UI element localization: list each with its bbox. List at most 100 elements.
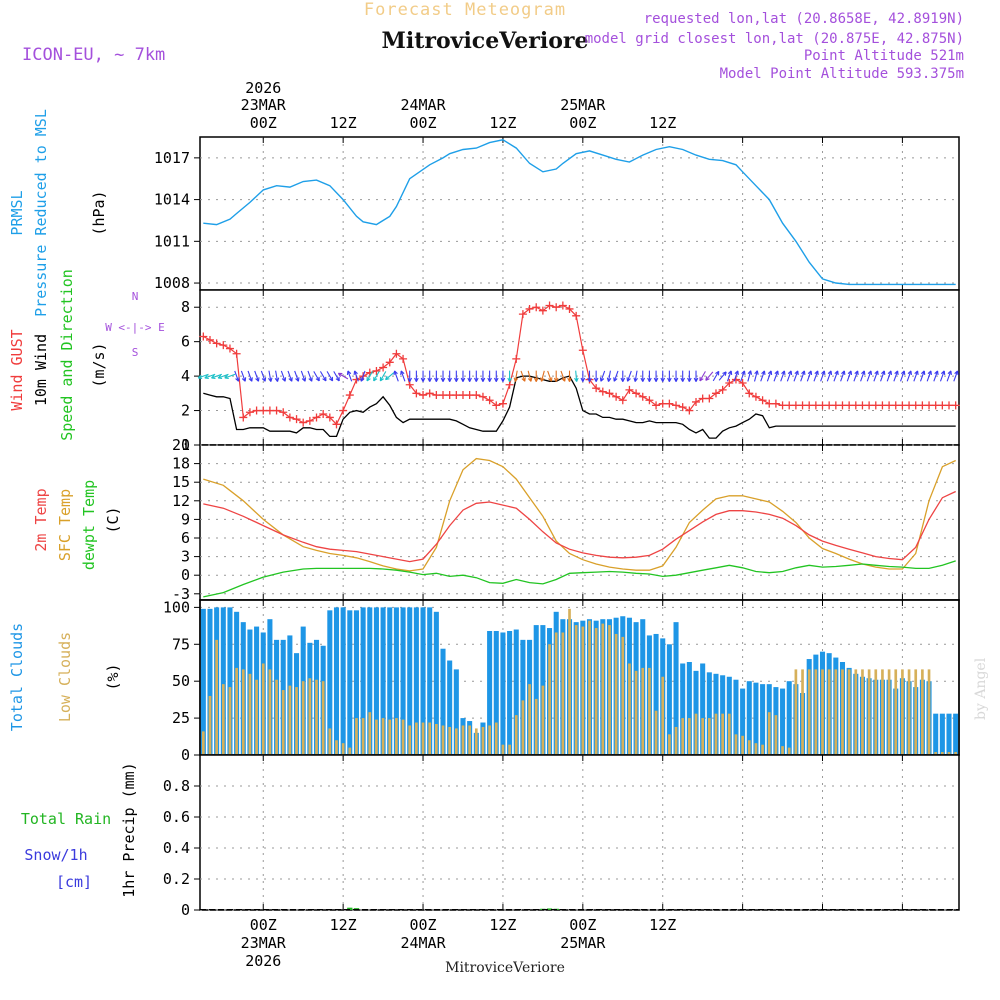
low-cloud-bar xyxy=(867,669,871,755)
gust-marker xyxy=(419,391,428,400)
gust-marker xyxy=(745,389,754,398)
gust-marker xyxy=(372,366,381,375)
total-cloud-bar xyxy=(939,713,945,755)
low-cloud-bar xyxy=(228,687,232,755)
low-cloud-bar xyxy=(581,626,585,755)
total-cloud-bar xyxy=(427,607,433,755)
wind-direction-arrow xyxy=(313,371,320,382)
low-cloud-bar xyxy=(787,747,791,755)
compass-south: S xyxy=(132,346,139,359)
total-cloud-bar xyxy=(686,662,692,755)
gust-marker xyxy=(379,363,388,372)
low-cloud-bar xyxy=(648,667,651,755)
total-cloud-bar xyxy=(746,681,752,755)
bottom-time-tick: 00Z xyxy=(409,916,436,934)
low-cloud-bar xyxy=(315,679,318,755)
low-cloud-bar xyxy=(894,669,898,755)
total-cloud-bar xyxy=(666,644,672,755)
gust-marker xyxy=(485,396,494,405)
wind-direction-arrow xyxy=(580,370,586,382)
total-cloud-bar xyxy=(327,610,333,755)
low-cloud-bar xyxy=(721,713,724,755)
low-cloud-bar xyxy=(914,669,918,755)
low-cloud-bar xyxy=(461,725,465,755)
wind-direction-arrow xyxy=(414,370,419,382)
temperature-ytick-label: 21 xyxy=(172,436,190,454)
wind-direction-arrow xyxy=(407,370,413,382)
wind-direction-arrow xyxy=(520,370,526,382)
clouds-ytick-label: 25 xyxy=(172,709,190,727)
bottom-time-tick: 12Z xyxy=(489,916,516,934)
rain-bar xyxy=(546,908,553,910)
gust-marker xyxy=(498,399,507,408)
total-cloud-bar xyxy=(420,607,426,755)
wind-direction-arrow xyxy=(211,373,223,380)
low-cloud-bar xyxy=(554,632,558,755)
wind-direction-arrow xyxy=(540,370,545,382)
low-cloud-bar xyxy=(634,670,638,755)
wind-direction-arrow xyxy=(626,370,632,382)
low-cloud-bar xyxy=(341,743,345,755)
gust-marker xyxy=(518,310,527,319)
low-cloud-bar xyxy=(907,669,911,755)
total-cloud-bar xyxy=(440,648,446,755)
low-cloud-bar xyxy=(794,669,798,755)
app-title: Forecast Meteogram xyxy=(364,0,566,20)
wind-direction-arrow xyxy=(693,370,699,382)
wind-direction-arrow xyxy=(274,370,280,382)
gust-marker xyxy=(345,391,354,400)
gust-marker xyxy=(645,396,654,405)
total-cloud-bar xyxy=(500,632,506,755)
clouds-label-low: Low Clouds xyxy=(56,632,74,722)
requested-coords: requested lon,lat (20.8658E, 42.8919N) xyxy=(644,11,964,27)
low-cloud-bar xyxy=(781,746,784,755)
wind-direction-arrow xyxy=(913,370,919,382)
low-cloud-bar xyxy=(707,718,711,755)
low-cloud-bar xyxy=(628,663,631,755)
wind-direction-arrow xyxy=(733,370,739,382)
clouds-unit: (%) xyxy=(104,663,122,690)
low-cloud-bar xyxy=(488,725,491,755)
gust-marker xyxy=(552,303,561,312)
low-cloud-bar xyxy=(954,752,958,755)
wind-direction-arrow xyxy=(400,370,406,382)
total-cloud-bar xyxy=(760,684,766,755)
wind-ytick-label: 0 xyxy=(181,436,190,454)
low-cloud-bar xyxy=(348,747,352,755)
low-cloud-bar xyxy=(454,728,458,755)
wind-direction-arrow xyxy=(833,370,839,382)
wind-direction-arrow xyxy=(919,370,926,382)
low-cloud-bar xyxy=(608,625,611,755)
gust-marker xyxy=(632,389,641,398)
low-cloud-bar xyxy=(688,718,691,755)
low-cloud-bar xyxy=(727,713,731,755)
gust-marker xyxy=(598,387,607,396)
bottom-time-tick: 00Z xyxy=(250,916,277,934)
gust-marker xyxy=(612,392,621,401)
low-cloud-bar xyxy=(747,740,751,755)
temperature-frame xyxy=(199,444,960,601)
gust-marker xyxy=(279,408,288,417)
gust-marker xyxy=(325,413,334,422)
clouds-ytick-label: 50 xyxy=(172,672,190,690)
low-cloud-bar xyxy=(801,669,804,755)
clouds-ytick-label: 75 xyxy=(172,635,190,653)
wind-direction-arrow xyxy=(813,370,819,382)
bottom-time-tick: 00Z xyxy=(569,916,596,934)
low-cloud-bar xyxy=(201,731,205,755)
wind-direction-arrow xyxy=(840,370,846,382)
gust-marker xyxy=(399,354,408,363)
wind-direction-arrow xyxy=(866,370,873,382)
gust-marker xyxy=(618,396,627,405)
low-cloud-bar xyxy=(834,669,838,755)
gust-marker xyxy=(219,341,228,350)
wind-direction-arrow xyxy=(574,370,579,382)
top-time-tick: 00Z xyxy=(409,114,436,132)
pressure-ytick-label: 1011 xyxy=(154,232,190,250)
wind-direction-arrow xyxy=(939,370,946,382)
total-cloud-bar xyxy=(407,607,413,755)
temperature-ytick-label: 12 xyxy=(172,492,190,510)
wind-direction-arrow xyxy=(467,370,472,382)
top-date-label: 25MAR xyxy=(560,96,606,114)
wind-direction-arrow xyxy=(527,370,533,382)
